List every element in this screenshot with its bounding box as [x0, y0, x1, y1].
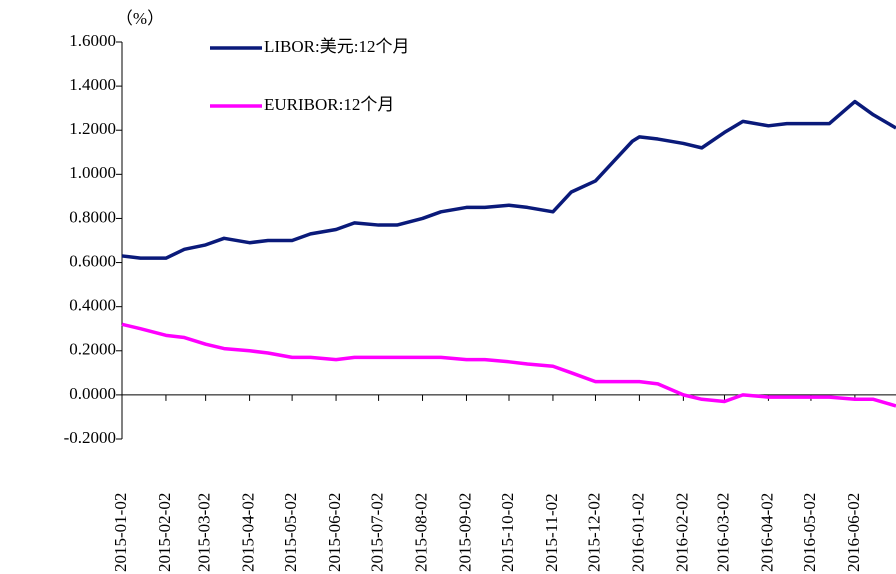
x-tick-label: 2015-02-02	[155, 493, 174, 572]
x-tick-label: 2015-11-02	[542, 493, 561, 572]
y-tick-label: -0.2000	[64, 428, 116, 447]
x-tick-label: 2015-03-02	[195, 493, 214, 572]
y-tick-label: 0.6000	[69, 251, 116, 270]
x-tick-label: 2016-01-02	[628, 493, 647, 572]
legend-label: LIBOR:美元:12个月	[264, 37, 409, 56]
x-tick-label: 2016-06-02	[844, 493, 863, 572]
x-tick-label: 2015-06-02	[325, 493, 344, 572]
y-tick-label: 0.0000	[69, 384, 116, 403]
x-tick-label: 2015-10-02	[498, 493, 517, 572]
y-tick-label: 1.6000	[69, 31, 116, 50]
series-line	[121, 99, 896, 260]
y-tick-label: 0.8000	[69, 207, 116, 226]
x-tick-label: 2015-08-02	[411, 493, 430, 572]
y-tick-label: 1.0000	[69, 163, 116, 182]
y-tick-label: 0.4000	[69, 296, 116, 315]
x-tick-label: 2015-07-02	[367, 493, 386, 572]
y-tick-label: 0.2000	[69, 340, 116, 359]
x-tick-label: 2015-01-02	[111, 493, 130, 572]
x-tick-label: 2015-09-02	[455, 493, 474, 572]
x-tick-label: 2016-02-02	[672, 493, 691, 572]
x-tick-label: 2015-05-02	[281, 493, 300, 572]
x-tick-label: 2015-04-02	[238, 493, 257, 572]
x-tick-label: 2016-04-02	[757, 493, 776, 572]
y-tick-label: 1.2000	[69, 119, 116, 138]
x-tick-label: 2015-12-02	[584, 493, 603, 572]
y-axis-unit: （%）	[116, 9, 164, 28]
series-line	[121, 322, 896, 408]
x-tick-label: 2016-03-02	[713, 493, 732, 572]
legend-label: EURIBOR:12个月	[264, 95, 394, 114]
x-tick-label: 2016-05-02	[800, 493, 819, 572]
y-tick-label: 1.4000	[69, 75, 116, 94]
